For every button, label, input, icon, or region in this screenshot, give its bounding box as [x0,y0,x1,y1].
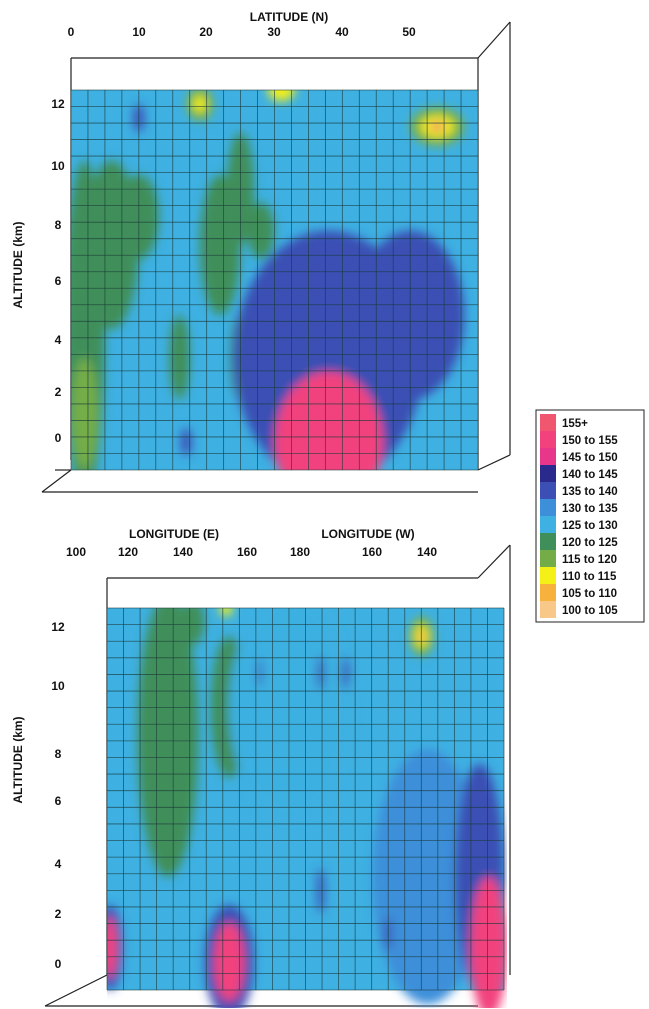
bottom-x-ticks: 100 120 140 160 180 160 140 [66,545,437,559]
legend-swatch [540,550,556,567]
y-tick-label: 0 [55,431,62,445]
legend-label: 135 to 140 [562,486,618,498]
bottom-heatmap-grid [106,607,505,991]
legend-swatch [540,414,556,431]
x-tick-label: 160 [362,545,382,559]
legend-label: 145 to 150 [562,452,618,464]
legend-swatch [540,431,556,448]
top-x-ticks: 0 10 20 30 40 50 [68,25,416,39]
heatmap-features [107,608,507,1008]
heatmap-region [341,656,349,691]
top-heatmap-grid [70,89,479,471]
x-tick-label: 100 [66,545,86,559]
heatmap-region [257,658,263,688]
legend-label: 110 to 115 [562,571,617,583]
heatmap-region [317,868,325,914]
x-tick-label: 140 [173,545,193,559]
y-tick-label: 6 [55,274,62,288]
y-tick-label: 0 [55,957,62,971]
top-y-ticks: 12 10 8 6 4 2 0 [51,97,65,445]
heatmap-region [430,122,445,131]
heatmap-region [317,656,325,691]
legend-label: 155+ [562,418,588,430]
heatmap-region [180,608,205,645]
color-legend: 155+ 150 to 155 145 to 150 140 to 145 135 to… [535,409,645,623]
y-tick-label: 2 [55,907,62,921]
legend-label: 115 to 120 [562,554,617,566]
heatmap-region [274,371,384,470]
legend-label: 150 to 155 [562,435,618,447]
heatmap-region [107,916,118,979]
x-tick-label: 40 [335,25,349,39]
bottom-x-axis-label-west: LONGITUDE (W) [321,527,414,541]
legend-swatch [540,584,556,601]
heatmap-region [71,357,99,470]
heatmap-region [467,772,473,801]
heatmap-region [169,315,190,400]
x-tick-label: 50 [402,25,416,39]
legend-label: 130 to 135 [562,503,618,515]
heatmap-region [213,922,245,1002]
x-tick-label: 0 [68,25,75,39]
legend-swatch [540,482,556,499]
y-tick-label: 6 [55,794,62,808]
heatmap-region [470,876,507,1008]
legend-label: 105 to 110 [562,588,617,600]
x-tick-label: 160 [237,545,257,559]
top-y-axis-label: ALTITUDE (km) [11,221,25,308]
legend-swatch [540,567,556,584]
heatmap-region [247,202,275,259]
y-tick-label: 4 [55,857,62,871]
legend-label: 140 to 145 [562,469,618,481]
legend-swatch [540,533,556,550]
bottom-x-axis-label-east: LONGITUDE (E) [129,527,219,541]
legend-swatch [540,516,556,533]
legend-swatch [540,448,556,465]
legend-swatch [540,601,556,618]
y-tick-label: 2 [55,385,62,399]
y-tick-label: 8 [55,747,62,761]
y-tick-label: 12 [51,97,65,111]
y-tick-label: 8 [55,218,62,232]
legend-swatch [540,499,556,516]
y-tick-label: 10 [51,159,65,173]
heatmap-region [229,608,352,821]
y-tick-label: 10 [51,679,65,693]
bottom-heatmap-area [107,608,507,1008]
legend-label: 125 to 130 [562,520,618,532]
x-tick-label: 120 [118,545,138,559]
legend-label: 100 to 105 [562,605,618,617]
x-tick-label: 20 [199,25,213,39]
y-tick-label: 4 [55,333,62,347]
x-tick-label: 140 [417,545,437,559]
x-tick-label: 10 [132,25,146,39]
heatmap-region [180,427,192,456]
bottom-panel: LONGITUDE (E) LONGITUDE (W) 100 120 140 160… [11,527,511,1008]
top-x-axis-label: LATITUDE (N) [250,10,328,24]
bottom-y-ticks: 12 10 8 6 4 2 0 [51,620,65,971]
x-tick-label: 30 [267,25,281,39]
y-tick-label: 12 [51,620,65,634]
x-tick-label: 180 [290,545,310,559]
bottom-y-axis-label: ALTITUDE (km) [11,716,25,803]
top-heatmap-area [71,90,478,470]
legend-items: 155+ 150 to 155 145 to 150 140 to 145 135 to… [540,414,618,618]
legend-label: 120 to 125 [562,537,618,549]
heatmap-region [137,608,199,877]
legend-swatch [540,465,556,482]
heatmap-region [193,95,207,113]
